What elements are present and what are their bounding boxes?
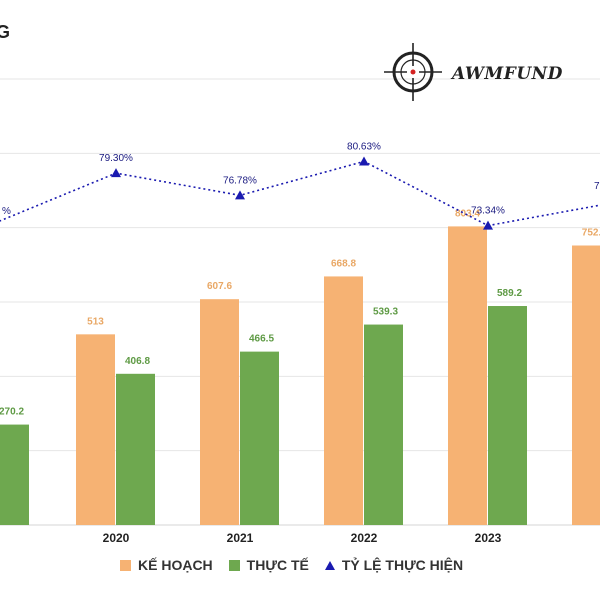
bar-label-actual: 406.8 [125,356,150,367]
legend-item-actual: THỰC TẾ [228,557,309,573]
legend-item-plan: KẾ HOẠCH [120,557,213,573]
ratio-line [0,160,600,227]
bar-actual [240,351,279,525]
bar-label-plan: 803.4 [455,208,480,219]
ratio-label: 7 [594,181,600,192]
ratio-label: % [2,206,11,217]
legend: KẾ HOẠCH THỰC TẾ TỶ LỆ THỰC HIỆN [120,557,471,573]
bar-plan [324,276,363,525]
bar-label-plan: 668.8 [331,258,356,269]
legend-swatch-actual [228,559,240,571]
bar-label-plan: 513 [87,316,104,327]
bar-label-plan: 607.6 [207,281,232,292]
crosshair-center-dot [410,69,416,75]
bar-plan [572,245,600,526]
bar-label-actual: 539.3 [373,307,398,318]
ratio-marker [111,168,121,178]
bar-actual [488,306,527,525]
bar-label-plan: 752. [582,228,600,239]
bar-label-actual: 589.2 [497,288,522,299]
ratio-label: 79.30% [99,153,133,164]
bar-actual [364,324,403,525]
legend-item-ratio: TỶ LỆ THỰC HIỆN [324,557,464,573]
x-tick-label: 2020 [103,531,130,545]
bar-plan [76,334,115,525]
ratio-label: 73.34% [471,206,505,217]
legend-label-plan: KẾ HOẠCH [138,557,213,573]
bar-label-actual: 466.5 [249,334,274,345]
ratio-marker [359,156,369,166]
bar-label-actual: 270.2 [0,407,24,418]
x-tick-label: 2023 [475,531,502,545]
chart-title: G [0,22,11,42]
legend-label-ratio: TỶ LỆ THỰC HIỆN [341,557,464,573]
bar-actual [116,373,155,525]
bar-plan [448,226,487,525]
legend-swatch-plan [120,559,131,571]
ratio-label: 76.78% [223,175,257,186]
logo-text: AWMFUND [452,64,563,84]
x-tick-label: 2022 [351,531,378,545]
ratio-label: 80.63% [347,141,381,152]
bar-plan [200,299,239,525]
ratio-marker [235,190,245,200]
bar-actual [0,424,29,525]
legend-triangle-icon [324,560,335,570]
ratio-marker [483,220,493,230]
x-tick-label: 2021 [227,531,254,545]
legend-label-actual: THỰC TẾ [246,557,309,573]
